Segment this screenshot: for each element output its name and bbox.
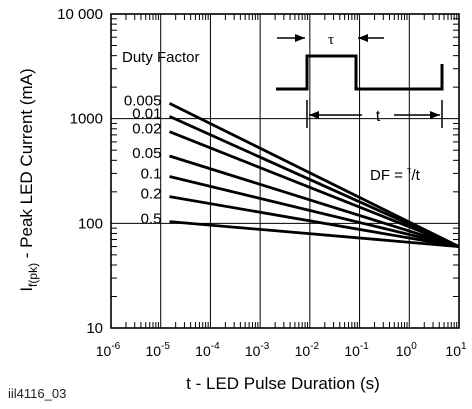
y-tick-label: 100 bbox=[78, 215, 103, 232]
series-label: 0.2 bbox=[141, 186, 162, 203]
y-tick-labels: 10 100 1000 10 000 bbox=[57, 6, 103, 337]
series-label: 0.05 bbox=[132, 145, 161, 162]
period-arrowhead-left bbox=[309, 111, 319, 119]
x-tick-base: 10 bbox=[295, 343, 311, 359]
x-tick-labels: 10-6 10-5 10-4 10-3 10-2 10-1 100 101 bbox=[96, 341, 467, 359]
x-tick-exponent: -2 bbox=[310, 341, 319, 352]
y-tick-label: 1000 bbox=[70, 111, 103, 128]
y-tick-label: 10 bbox=[86, 320, 103, 337]
x-tick-base: 10 bbox=[145, 343, 161, 359]
df-suffix: /t bbox=[412, 167, 421, 184]
series-line bbox=[168, 115, 460, 248]
pulse-waveform bbox=[276, 54, 444, 91]
series-label: 0.005 bbox=[124, 92, 162, 109]
x-tick-label: 10-1 bbox=[344, 341, 369, 359]
tau-arrowhead-left bbox=[295, 34, 305, 42]
x-tick-label: 10-2 bbox=[295, 341, 320, 359]
figure-id: iil4116_03 bbox=[8, 386, 67, 401]
x-tick-base: 10 bbox=[445, 343, 461, 359]
duty-factor-formula: DF = τ/t bbox=[370, 164, 421, 184]
x-tick-exponent: -1 bbox=[360, 341, 369, 352]
series-lines bbox=[168, 102, 460, 248]
legend-title: Duty Factor bbox=[122, 49, 200, 66]
x-axis-label: t - LED Pulse Duration (s) bbox=[186, 374, 380, 393]
series-label: 0.5 bbox=[141, 211, 162, 228]
df-prefix: DF = bbox=[370, 167, 407, 184]
pulse-diagram bbox=[276, 34, 444, 128]
series-label: 0.01 bbox=[132, 105, 161, 122]
x-tick-base: 10 bbox=[195, 343, 211, 359]
minor-ticks bbox=[111, 14, 459, 328]
x-tick-exponent: -5 bbox=[161, 341, 170, 352]
plot-frame bbox=[110, 13, 460, 329]
x-tick-exponent: -4 bbox=[211, 341, 220, 352]
series-line bbox=[169, 175, 460, 248]
x-tick-base: 10 bbox=[245, 343, 261, 359]
series-line bbox=[169, 195, 460, 248]
series-line bbox=[169, 154, 460, 248]
y-axis-label: If(pk) - Peak LED Current (mA) bbox=[17, 68, 40, 291]
x-tick-label: 100 bbox=[396, 341, 418, 359]
y-axis-label-rest: - Peak LED Current (mA) bbox=[17, 68, 36, 263]
y-axis-label-main: I bbox=[17, 287, 36, 292]
tau-label: τ bbox=[328, 32, 334, 48]
tau-arrowhead-right bbox=[358, 34, 368, 42]
x-tick-exponent: -6 bbox=[111, 341, 120, 352]
x-tick-label: 10-3 bbox=[245, 341, 270, 359]
period-label: t bbox=[376, 108, 381, 125]
series-line bbox=[169, 220, 460, 248]
x-tick-base: 10 bbox=[396, 343, 412, 359]
x-tick-label: 10-4 bbox=[195, 341, 220, 359]
x-tick-label: 10-5 bbox=[145, 341, 170, 359]
series-line bbox=[168, 102, 460, 248]
period-arrowhead-right bbox=[430, 111, 440, 119]
x-tick-label: 101 bbox=[445, 341, 467, 359]
series-label: 0.02 bbox=[132, 121, 161, 138]
y-tick-label: 10 000 bbox=[57, 6, 103, 23]
series-label: 0.1 bbox=[141, 166, 162, 183]
x-tick-exponent: 0 bbox=[411, 341, 417, 352]
x-tick-label: 10-6 bbox=[96, 341, 121, 359]
x-tick-exponent: -3 bbox=[260, 341, 269, 352]
series-line bbox=[168, 130, 460, 248]
y-axis-label-sub: f(pk) bbox=[26, 263, 40, 287]
x-tick-exponent: 1 bbox=[461, 341, 467, 352]
x-tick-base: 10 bbox=[344, 343, 360, 359]
df-tau-sup: τ bbox=[407, 164, 412, 176]
x-tick-base: 10 bbox=[96, 343, 112, 359]
